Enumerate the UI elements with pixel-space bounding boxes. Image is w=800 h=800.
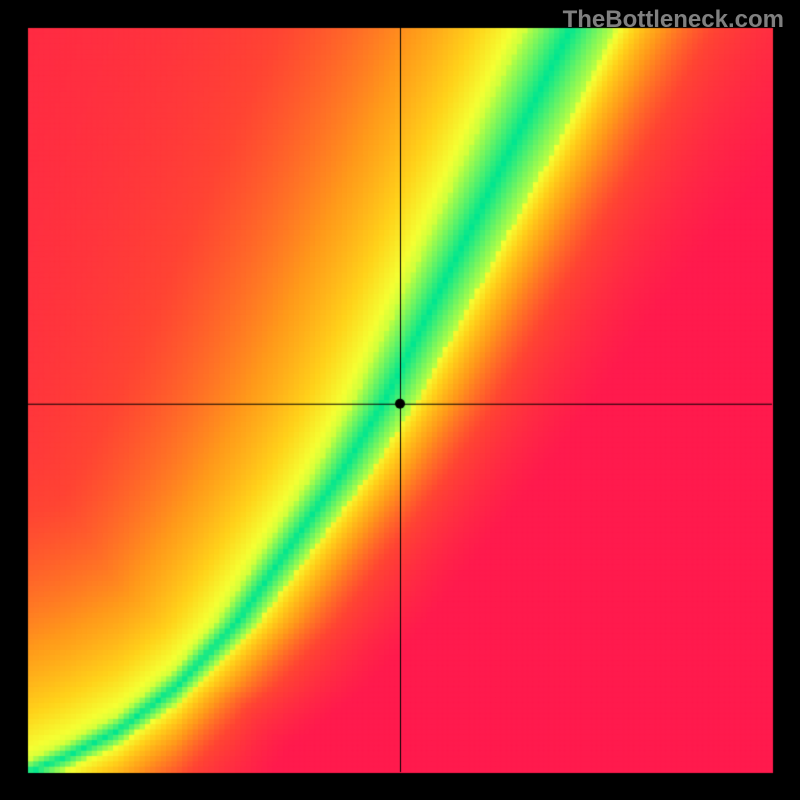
chart-container: TheBottleneck.com [0, 0, 800, 800]
bottleneck-heatmap [0, 0, 800, 800]
watermark-text: TheBottleneck.com [563, 6, 784, 34]
